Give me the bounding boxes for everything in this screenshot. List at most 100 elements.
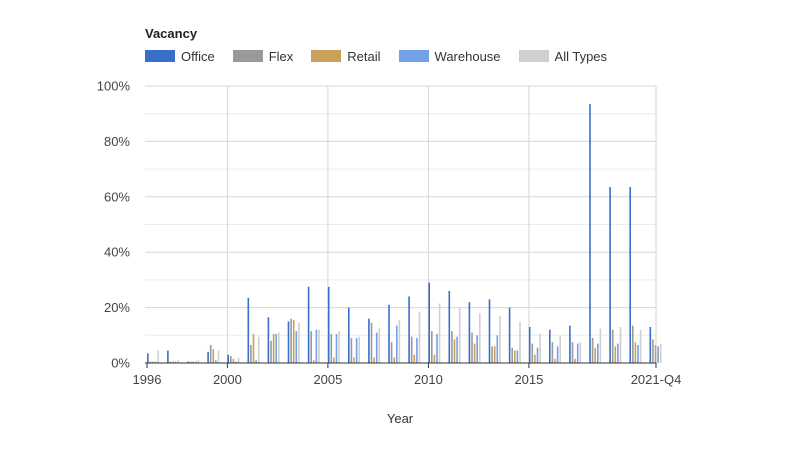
bar-retail-2020[interactable] xyxy=(634,342,637,363)
bar-flex-2021-Q4[interactable] xyxy=(652,339,654,363)
bar-retail-2002[interactable] xyxy=(272,333,275,363)
bar-flex-1997[interactable] xyxy=(169,361,172,363)
bar-all-types-2020[interactable] xyxy=(639,329,642,363)
bar-retail-2005[interactable] xyxy=(333,357,335,363)
bar-warehouse-2020[interactable] xyxy=(637,345,639,363)
bar-warehouse-2000[interactable] xyxy=(235,361,237,363)
legend-item-office[interactable]: Office xyxy=(145,49,215,64)
bar-office-2001[interactable] xyxy=(247,297,250,363)
bar-flex-2000[interactable] xyxy=(230,356,232,363)
bar-flex-2018[interactable] xyxy=(591,338,594,363)
bar-retail-1998[interactable] xyxy=(192,361,194,363)
bar-all-types-2010[interactable] xyxy=(438,303,441,363)
bar-all-types-1996[interactable] xyxy=(157,350,159,363)
bar-office-2011[interactable] xyxy=(448,290,451,363)
bar-office-2013[interactable] xyxy=(488,299,491,363)
bar-warehouse-2004[interactable] xyxy=(315,329,318,363)
bar-flex-1998[interactable] xyxy=(189,361,192,363)
bar-flex-2016[interactable] xyxy=(551,342,554,363)
bar-office-2007[interactable] xyxy=(368,318,370,363)
bar-warehouse-2018[interactable] xyxy=(597,343,599,363)
bar-flex-2001[interactable] xyxy=(250,345,252,363)
bar-office-2005[interactable] xyxy=(327,286,330,363)
bar-retail-1999[interactable] xyxy=(212,349,215,363)
bar-warehouse-2009[interactable] xyxy=(416,338,418,363)
bar-all-types-2000[interactable] xyxy=(237,357,240,363)
bar-warehouse-2013[interactable] xyxy=(496,335,499,363)
bar-all-types-2011[interactable] xyxy=(458,307,461,363)
bar-office-2015[interactable] xyxy=(528,326,531,363)
bar-retail-2015[interactable] xyxy=(534,354,536,363)
bar-office-2003[interactable] xyxy=(287,321,290,363)
bar-warehouse-2015[interactable] xyxy=(536,347,539,363)
bar-warehouse-2006[interactable] xyxy=(355,338,358,363)
bar-all-types-2014[interactable] xyxy=(519,321,521,363)
bar-flex-2008[interactable] xyxy=(390,342,393,363)
bar-retail-2001[interactable] xyxy=(252,333,255,363)
bar-all-types-2013[interactable] xyxy=(499,315,501,363)
bar-all-types-2002[interactable] xyxy=(278,332,280,363)
bar-all-types-2005[interactable] xyxy=(338,331,340,363)
bar-office-2019[interactable] xyxy=(609,187,611,363)
bar-warehouse-2008[interactable] xyxy=(396,325,398,363)
bar-retail-1997[interactable] xyxy=(172,361,174,363)
bar-all-types-2016[interactable] xyxy=(559,335,561,363)
bar-flex-2012[interactable] xyxy=(471,332,473,363)
bar-office-2000[interactable] xyxy=(227,354,229,363)
bar-retail-2010[interactable] xyxy=(433,354,436,363)
bar-flex-1996[interactable] xyxy=(149,361,152,363)
legend-item-retail[interactable]: Retail xyxy=(311,49,381,64)
bar-office-2020[interactable] xyxy=(629,187,631,363)
bar-all-types-2001[interactable] xyxy=(257,336,260,363)
bar-office-2004[interactable] xyxy=(307,286,310,363)
bar-office-2018[interactable] xyxy=(589,104,591,363)
bar-flex-2014[interactable] xyxy=(511,347,513,363)
bar-retail-2014[interactable] xyxy=(514,350,516,363)
bar-flex-2019[interactable] xyxy=(611,329,614,363)
bar-all-types-2017[interactable] xyxy=(579,342,582,363)
bar-warehouse-2002[interactable] xyxy=(275,333,277,363)
bar-warehouse-2007[interactable] xyxy=(375,332,378,363)
bar-flex-2004[interactable] xyxy=(310,331,312,363)
bar-flex-2009[interactable] xyxy=(410,336,413,363)
bar-flex-2003[interactable] xyxy=(290,318,292,363)
bar-flex-2005[interactable] xyxy=(330,333,333,363)
bar-office-2017[interactable] xyxy=(569,325,571,363)
bar-office-2021-Q4[interactable] xyxy=(649,326,652,363)
bar-all-types-2018[interactable] xyxy=(599,328,602,364)
bar-warehouse-2001[interactable] xyxy=(255,360,257,363)
bar-warehouse-1999[interactable] xyxy=(215,360,217,363)
bar-warehouse-2021-Q4[interactable] xyxy=(657,346,659,363)
bar-all-types-2003[interactable] xyxy=(298,322,300,363)
bar-office-2012[interactable] xyxy=(468,302,471,363)
bar-warehouse-2012[interactable] xyxy=(476,335,478,363)
bar-flex-2017[interactable] xyxy=(571,342,574,363)
bar-warehouse-1998[interactable] xyxy=(195,361,197,363)
bar-all-types-2012[interactable] xyxy=(479,313,481,363)
bar-warehouse-2016[interactable] xyxy=(556,346,559,363)
bar-retail-2006[interactable] xyxy=(353,357,355,363)
legend-item-warehouse[interactable]: Warehouse xyxy=(398,49,501,64)
bar-warehouse-2011[interactable] xyxy=(456,336,458,363)
bar-retail-2004[interactable] xyxy=(313,360,315,363)
bar-office-2002[interactable] xyxy=(267,317,270,363)
bar-retail-2008[interactable] xyxy=(393,357,395,363)
bar-flex-1999[interactable] xyxy=(209,345,212,363)
bar-all-types-1997[interactable] xyxy=(177,360,180,363)
bar-all-types-2004[interactable] xyxy=(318,329,320,363)
bar-flex-2020[interactable] xyxy=(632,325,634,363)
bar-retail-2011[interactable] xyxy=(453,339,456,363)
bar-office-1999[interactable] xyxy=(207,351,209,363)
bar-warehouse-2014[interactable] xyxy=(516,350,519,363)
bar-warehouse-1997[interactable] xyxy=(174,361,177,363)
bar-office-1997[interactable] xyxy=(167,350,169,363)
bar-flex-2007[interactable] xyxy=(370,322,373,363)
bar-all-types-2008[interactable] xyxy=(398,320,401,363)
bar-warehouse-2019[interactable] xyxy=(617,343,619,363)
bar-retail-2021-Q4[interactable] xyxy=(654,345,657,363)
bar-flex-2010[interactable] xyxy=(431,331,433,363)
bar-all-types-2015[interactable] xyxy=(539,333,541,363)
bar-all-types-2006[interactable] xyxy=(358,336,360,363)
bar-retail-2007[interactable] xyxy=(373,357,375,363)
bar-office-1996[interactable] xyxy=(147,353,149,363)
